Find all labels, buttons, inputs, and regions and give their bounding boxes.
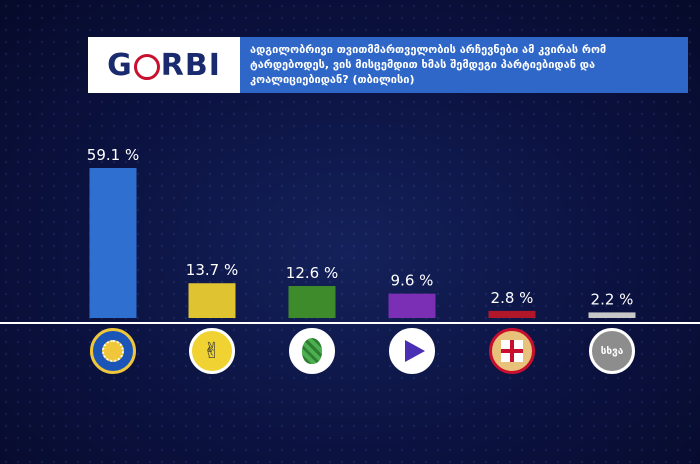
data-label-3: 12.6 % <box>286 264 338 282</box>
gorbi-logo: G RBI <box>88 37 240 93</box>
data-label-5: 2.8 % <box>491 289 534 307</box>
blue-seal-icon <box>90 328 136 374</box>
data-label-4: 9.6 % <box>391 272 434 290</box>
play-arrow-icon <box>389 328 435 374</box>
data-label-2: 13.7 % <box>186 261 238 279</box>
bar-4 <box>388 293 436 318</box>
green-cone-icon <box>289 328 335 374</box>
victory-hand-icon: ✌ <box>189 328 235 374</box>
bar-6 <box>588 312 636 318</box>
header: G RBI ადგილობრივი თვითმმართველობის არჩევნ… <box>88 37 688 93</box>
flag-emblem-icon <box>489 328 535 374</box>
bar-3 <box>288 286 336 318</box>
other-text-icon: სხვა <box>589 328 635 374</box>
data-label-6: 2.2 % <box>591 290 634 308</box>
chart-title: ადგილობრივი თვითმმართველობის არჩევნები ა… <box>240 37 688 93</box>
bar-5 <box>488 310 536 318</box>
bar-1 <box>89 168 137 318</box>
bar-2 <box>188 283 236 318</box>
other-label: სხვა <box>600 345 624 357</box>
data-label-1: 59.1 % <box>87 146 139 164</box>
